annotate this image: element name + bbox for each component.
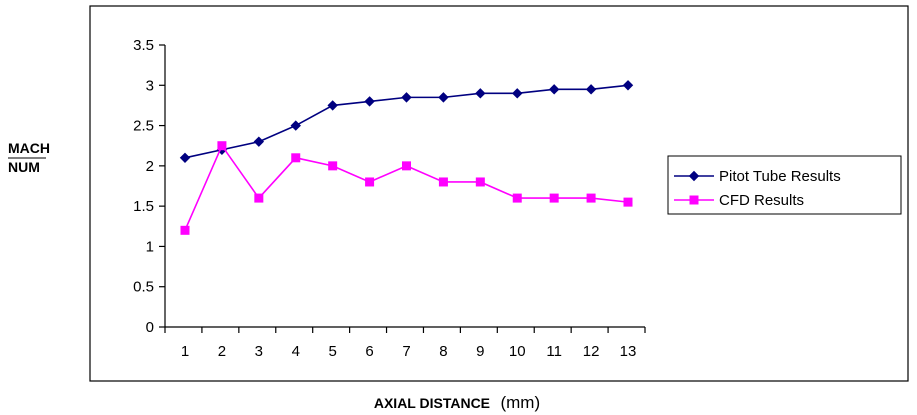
data-point bbox=[585, 84, 597, 95]
data-point bbox=[549, 193, 559, 203]
legend-label: Pitot Tube Results bbox=[719, 168, 841, 185]
x-tick-label: 2 bbox=[218, 343, 226, 360]
y-tick-label: 2.5 bbox=[133, 118, 154, 135]
y-tick-label: 3.5 bbox=[133, 37, 154, 54]
x-tick-label: 12 bbox=[583, 343, 600, 360]
data-point bbox=[622, 80, 634, 91]
x-axis-label-text: AXIAL DISTANCE bbox=[374, 395, 490, 411]
data-point bbox=[438, 177, 448, 187]
y-tick-label: 0.5 bbox=[133, 279, 154, 296]
data-point bbox=[402, 161, 411, 171]
legend-item: Pitot Tube Results bbox=[674, 168, 841, 185]
legend-box bbox=[667, 155, 902, 215]
x-axis-ticks: 1 2 3 4 5 6 7 8 9 10 11 12 13 bbox=[164, 327, 646, 360]
data-point bbox=[290, 120, 301, 131]
data-point bbox=[179, 152, 191, 164]
legend-label: CFD Results bbox=[719, 192, 804, 209]
x-tick-label: 3 bbox=[255, 343, 263, 360]
data-point bbox=[586, 193, 596, 203]
data-point bbox=[401, 92, 412, 103]
data-point bbox=[548, 84, 560, 95]
x-axis-label-unit: (mm) bbox=[500, 393, 540, 412]
y-axis-label-line-1: MACH bbox=[8, 140, 50, 156]
legend-marker bbox=[688, 170, 700, 182]
legend-items: Pitot Tube Results CFD Results bbox=[674, 168, 841, 209]
data-point bbox=[475, 88, 486, 99]
legend: Pitot Tube Results CFD Results bbox=[667, 155, 902, 215]
x-tick-label: 11 bbox=[546, 343, 562, 360]
data-point bbox=[364, 96, 375, 107]
data-point bbox=[365, 177, 375, 187]
data-point bbox=[623, 197, 633, 207]
x-tick-label: 4 bbox=[292, 343, 300, 360]
data-point bbox=[512, 193, 522, 203]
series-layer bbox=[179, 80, 634, 235]
x-tick-label: 9 bbox=[476, 343, 484, 360]
x-axis-label: AXIAL DISTANCE (mm) bbox=[374, 393, 540, 412]
x-tick-label: 7 bbox=[402, 343, 410, 360]
data-point bbox=[180, 225, 190, 235]
data-point bbox=[475, 177, 485, 187]
y-tick-label: 3 bbox=[146, 77, 154, 94]
y-axis-label-line-2: NUM bbox=[8, 159, 40, 175]
data-point bbox=[512, 88, 523, 99]
series-2 bbox=[180, 141, 633, 235]
x-tick-label: 10 bbox=[509, 343, 526, 360]
x-tick-label: 13 bbox=[620, 343, 637, 360]
x-tick-label: 8 bbox=[439, 343, 447, 360]
x-tick-label: 6 bbox=[365, 343, 373, 360]
data-point bbox=[327, 100, 338, 111]
y-axis-ticks: 0 0.5 1 1.5 2 2.5 3 3.5 bbox=[133, 37, 165, 336]
data-point bbox=[253, 136, 265, 147]
x-tick-label: 1 bbox=[181, 343, 189, 360]
data-point bbox=[254, 193, 264, 203]
y-tick-label: 1.5 bbox=[133, 198, 154, 215]
data-point bbox=[291, 153, 301, 163]
x-tick-label: 5 bbox=[328, 343, 336, 360]
data-point bbox=[438, 92, 449, 103]
data-point bbox=[217, 141, 227, 151]
y-tick-label: 1 bbox=[146, 238, 154, 255]
data-point bbox=[328, 161, 338, 171]
y-tick-label: 0 bbox=[146, 319, 154, 336]
y-tick-label: 2 bbox=[146, 158, 154, 175]
legend-marker bbox=[689, 195, 699, 205]
legend-item: CFD Results bbox=[674, 192, 804, 209]
